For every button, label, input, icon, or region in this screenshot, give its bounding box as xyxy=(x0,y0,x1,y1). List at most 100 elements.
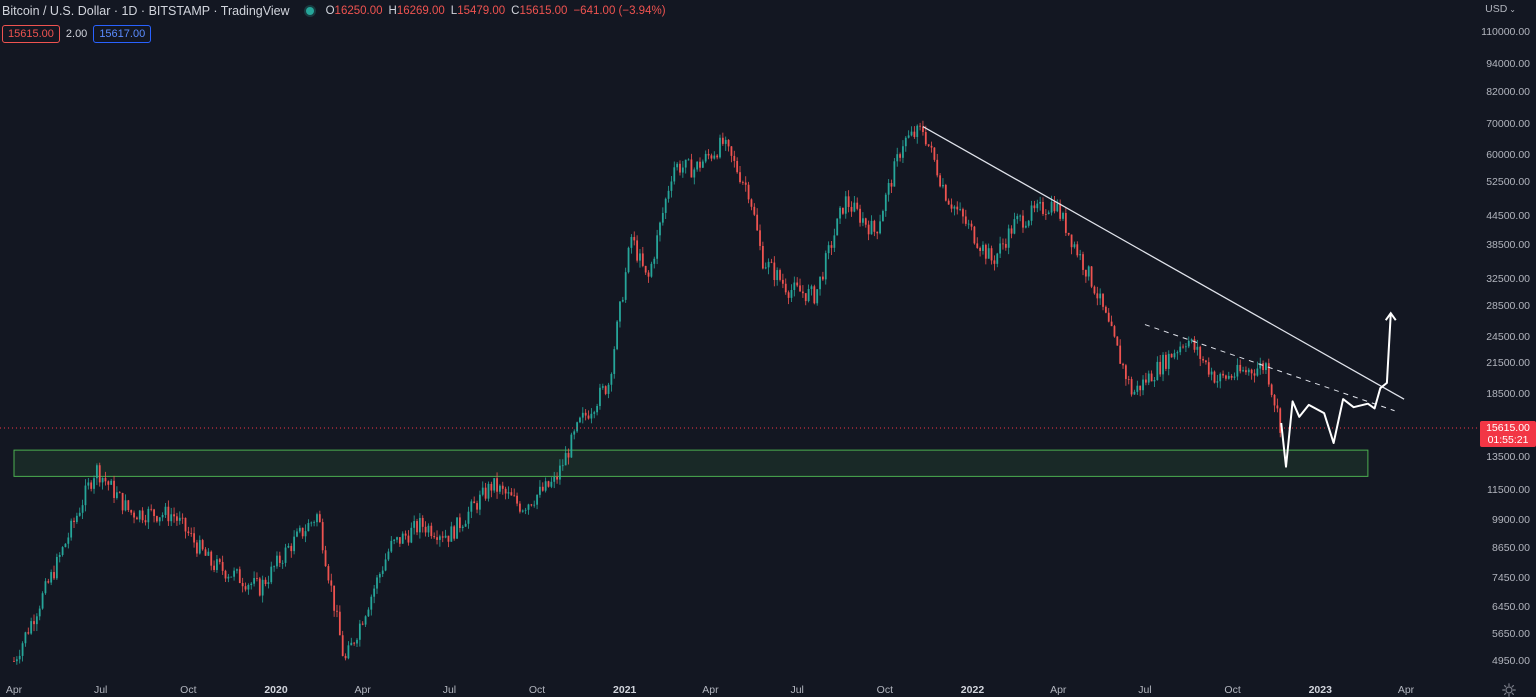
candle-body xyxy=(633,237,636,241)
forecast-path[interactable] xyxy=(1280,313,1392,468)
candle-body xyxy=(1193,339,1196,350)
candle-body xyxy=(1270,384,1273,395)
candle-body xyxy=(1190,339,1193,341)
candle-body xyxy=(1144,379,1147,383)
candle-body xyxy=(390,540,393,552)
symbol-title[interactable]: Bitcoin / U.S. Dollar · 1D · BITSTAMP · … xyxy=(2,4,290,18)
candle-body xyxy=(996,253,999,264)
candle-body xyxy=(273,566,276,568)
candle-body xyxy=(313,522,316,523)
candle-body xyxy=(939,175,941,187)
low-value: 15479.00 xyxy=(457,5,506,17)
candle-body xyxy=(701,161,704,168)
candle-body xyxy=(759,230,761,246)
candle-body xyxy=(1033,205,1036,209)
candle-body xyxy=(916,125,919,137)
candle-body xyxy=(15,659,18,662)
price-axis-label: 11500.00 xyxy=(1486,484,1530,497)
candle-body xyxy=(378,573,381,578)
candle-body xyxy=(902,146,904,158)
currency-selector[interactable]: USD ⌄ xyxy=(1485,3,1516,15)
candle-body xyxy=(1050,201,1053,213)
candle-body xyxy=(327,566,330,581)
candle-body xyxy=(1016,216,1019,220)
candle-body xyxy=(1133,391,1136,395)
candle-body xyxy=(1130,379,1133,395)
chevron-down-icon: ⌄ xyxy=(1509,5,1516,14)
candle-body xyxy=(1019,215,1022,217)
candle-body xyxy=(95,465,98,479)
sell-button[interactable]: 15615.00 xyxy=(2,25,60,43)
candle-body xyxy=(1236,364,1239,377)
candle-body xyxy=(193,533,195,543)
candle-body xyxy=(659,222,661,236)
candle-body xyxy=(398,537,401,544)
candle-body xyxy=(836,218,839,236)
candle-body xyxy=(999,243,1002,254)
price-axis[interactable]: USD ⌄ 15615.00 01:55:21 110000.00 94000.00… xyxy=(1478,0,1536,697)
candle-body xyxy=(987,248,990,259)
candle-body xyxy=(450,526,453,542)
candle-body xyxy=(210,551,213,566)
candle-body xyxy=(1225,375,1227,379)
candle-body xyxy=(1150,373,1153,382)
candle-body xyxy=(1179,346,1182,353)
candle-body xyxy=(799,285,801,292)
candle-body xyxy=(1159,361,1162,375)
candle-body xyxy=(1216,381,1219,383)
candle-body xyxy=(1227,375,1230,379)
candle-body xyxy=(1084,269,1087,277)
candle-body xyxy=(1267,363,1270,385)
candle-body xyxy=(296,531,298,537)
candle-body xyxy=(530,504,533,506)
candle-body xyxy=(1233,376,1236,378)
candle-body xyxy=(473,501,476,504)
candle-body xyxy=(344,655,347,659)
candle-body xyxy=(104,477,107,482)
candle-body xyxy=(739,172,741,183)
support-zone-rectangle[interactable] xyxy=(13,449,1369,477)
candle-body xyxy=(318,514,321,523)
descending-trendline[interactable] xyxy=(922,126,1405,400)
candle-body xyxy=(1187,340,1190,347)
candle-body xyxy=(393,539,396,541)
candle-body xyxy=(444,535,447,538)
candle-body xyxy=(58,554,61,557)
candle-body xyxy=(727,139,730,147)
candle-body xyxy=(721,137,724,144)
candle-body xyxy=(596,406,598,413)
candle-body xyxy=(156,516,158,522)
candle-body xyxy=(1093,286,1096,294)
candle-body xyxy=(793,282,796,291)
candle-body xyxy=(336,610,338,612)
candle-body xyxy=(167,506,170,522)
candle-body xyxy=(490,483,493,491)
candle-body xyxy=(178,517,181,521)
candle-body xyxy=(110,480,113,485)
candle-body xyxy=(536,494,538,505)
candle-body xyxy=(1156,361,1159,381)
candle-body xyxy=(258,578,261,596)
candle-body xyxy=(733,155,736,161)
candle-body xyxy=(827,245,830,254)
candle-body xyxy=(330,580,333,586)
candle-body xyxy=(1213,371,1216,383)
time-axis-label: Apr xyxy=(1397,684,1415,696)
candle-body xyxy=(310,522,313,524)
candle-body xyxy=(813,286,816,304)
candle-body xyxy=(573,431,576,435)
candle-body xyxy=(1199,346,1202,359)
dashed-trendline[interactable] xyxy=(1144,324,1395,412)
candle-body xyxy=(1139,385,1142,391)
settings-icon[interactable] xyxy=(1502,683,1516,697)
price-axis-label: 7450.00 xyxy=(1492,572,1530,585)
candle-body xyxy=(667,190,670,199)
buy-button[interactable]: 15617.00 xyxy=(93,25,152,43)
candle-body xyxy=(499,485,501,492)
candle-body xyxy=(807,289,810,302)
candle-body xyxy=(947,200,950,205)
candle-body xyxy=(1064,212,1067,233)
candle-body xyxy=(699,161,701,168)
